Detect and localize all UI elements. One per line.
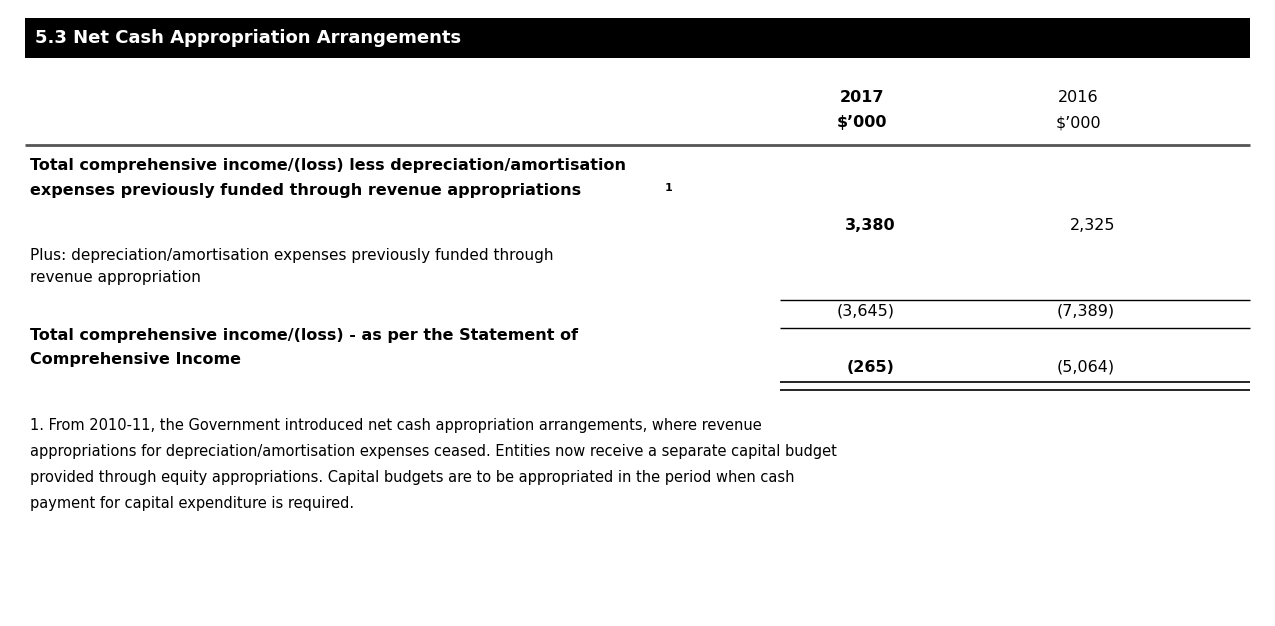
Text: (265): (265) bbox=[847, 360, 895, 375]
Text: (7,389): (7,389) bbox=[1057, 303, 1116, 318]
Text: $’000: $’000 bbox=[1056, 115, 1100, 130]
Text: 1: 1 bbox=[666, 183, 673, 193]
Text: 2017: 2017 bbox=[840, 90, 885, 105]
Text: Comprehensive Income: Comprehensive Income bbox=[31, 352, 241, 367]
Text: payment for capital expenditure is required.: payment for capital expenditure is requi… bbox=[31, 496, 354, 511]
Text: 2,325: 2,325 bbox=[1070, 218, 1116, 233]
Text: Total comprehensive income/(loss) less depreciation/amortisation: Total comprehensive income/(loss) less d… bbox=[31, 158, 626, 173]
Text: 3,380: 3,380 bbox=[844, 218, 895, 233]
Text: (3,645): (3,645) bbox=[836, 303, 895, 318]
Text: 5.3 Net Cash Appropriation Arrangements: 5.3 Net Cash Appropriation Arrangements bbox=[34, 29, 462, 47]
Text: (5,064): (5,064) bbox=[1057, 360, 1116, 375]
Text: revenue appropriation: revenue appropriation bbox=[31, 270, 201, 285]
Text: $’000: $’000 bbox=[836, 115, 887, 130]
Text: expenses previously funded through revenue appropriations: expenses previously funded through reven… bbox=[31, 183, 581, 198]
Bar bbox=[26, 18, 1250, 58]
Text: 1. From 2010-11, the Government introduced net cash appropriation arrangements, : 1. From 2010-11, the Government introduc… bbox=[31, 418, 761, 433]
Text: Plus: depreciation/amortisation expenses previously funded through: Plus: depreciation/amortisation expenses… bbox=[31, 248, 553, 263]
Text: 2016: 2016 bbox=[1058, 90, 1098, 105]
Text: appropriations for depreciation/amortisation expenses ceased. Entities now recei: appropriations for depreciation/amortisa… bbox=[31, 444, 836, 459]
Text: Total comprehensive income/(loss) - as per the Statement of: Total comprehensive income/(loss) - as p… bbox=[31, 328, 578, 343]
Text: provided through equity appropriations. Capital budgets are to be appropriated i: provided through equity appropriations. … bbox=[31, 470, 794, 485]
